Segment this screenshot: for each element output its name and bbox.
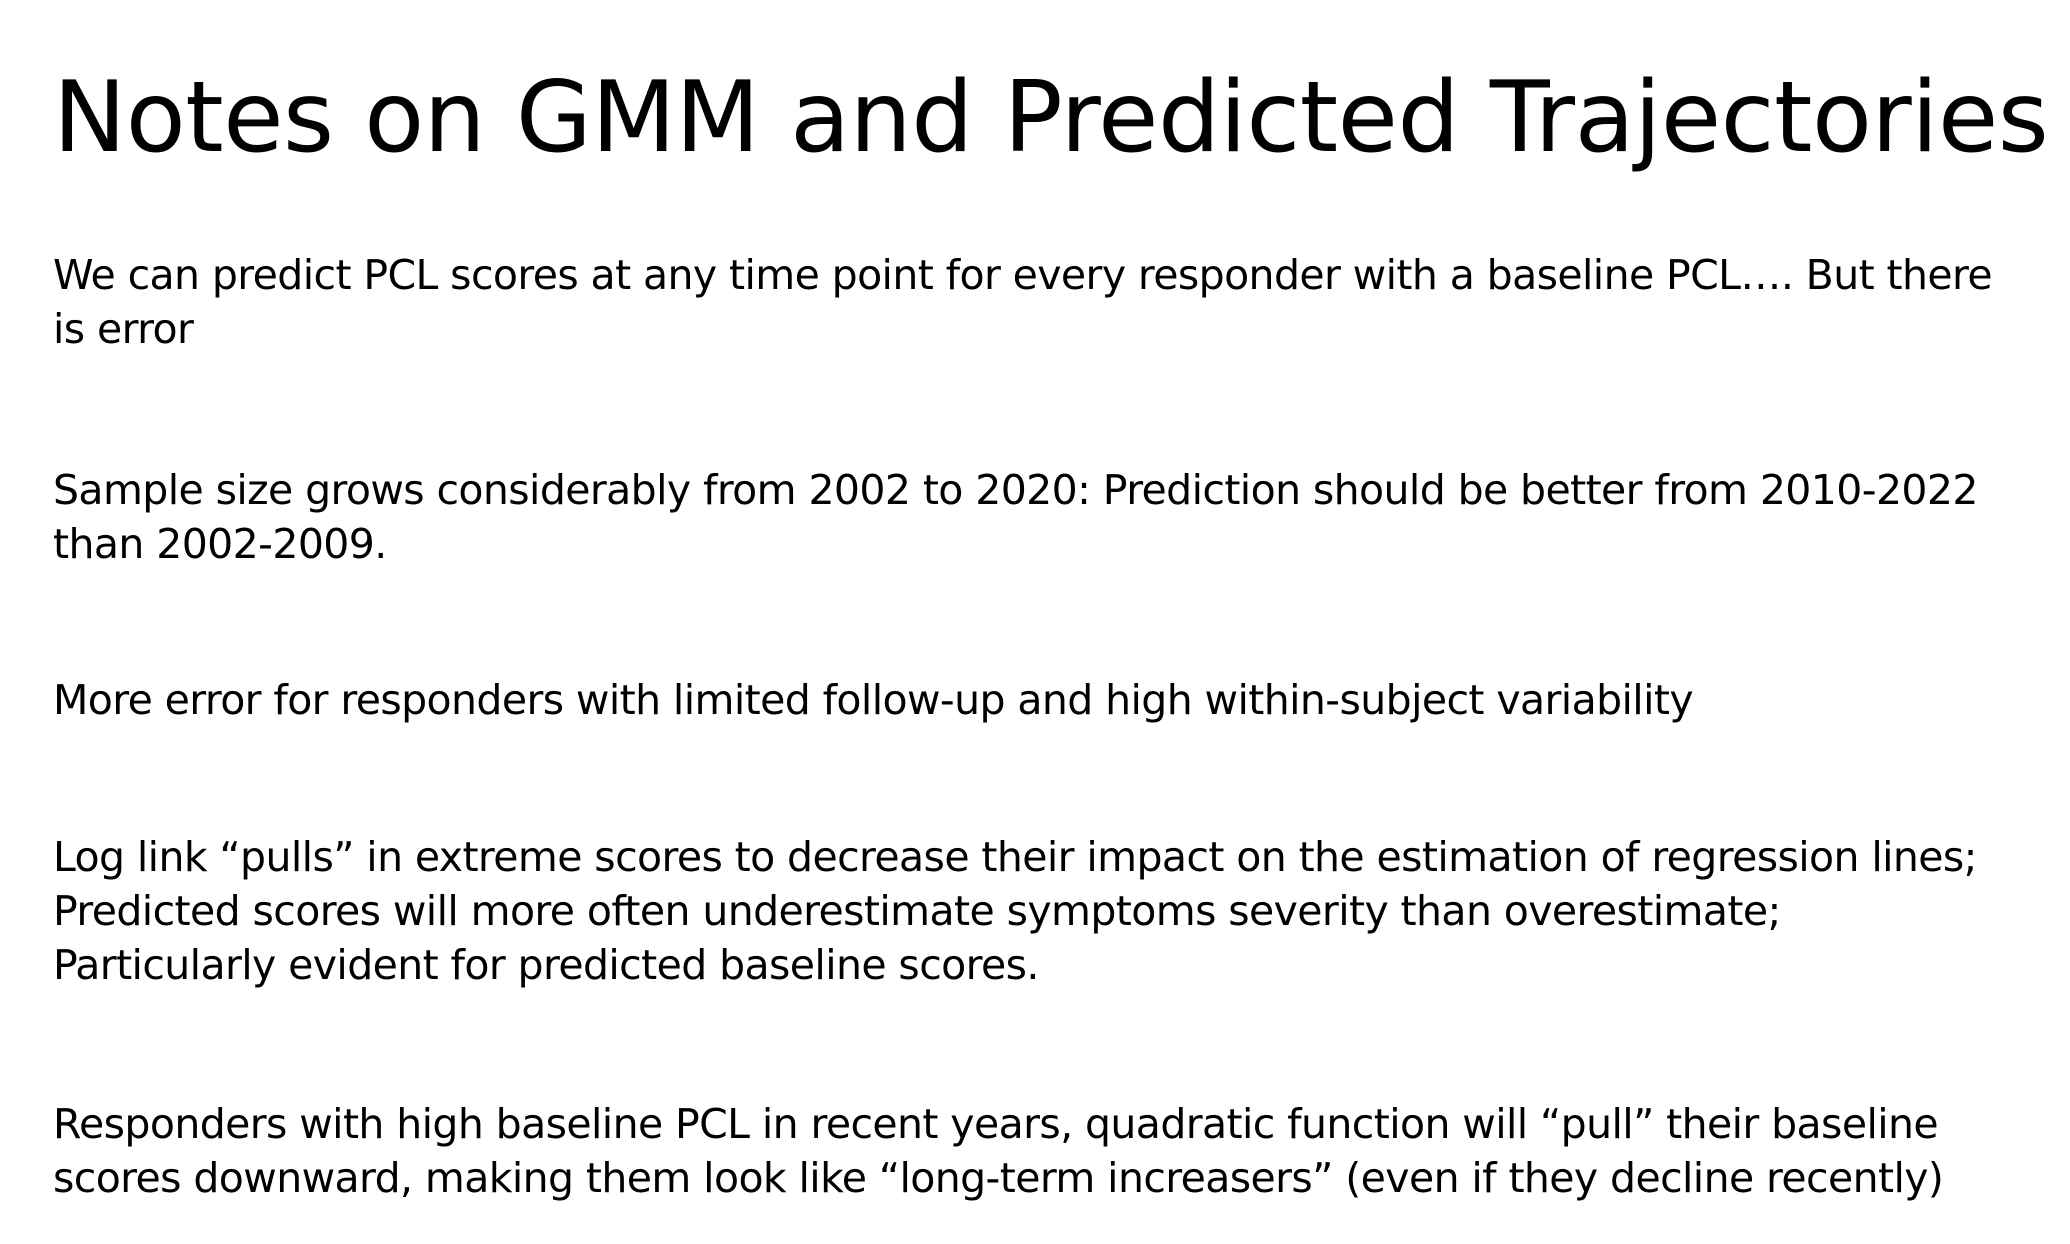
note-paragraph: We can predict PCL scores at any time po… [53, 248, 2043, 356]
note-line: Predicted scores will more often underes… [53, 887, 1781, 935]
note-line: Responders with high baseline PCL in rec… [53, 1100, 1939, 1148]
note-line: than 2002-2009. [53, 520, 387, 568]
note-line: Particularly evident for predicted basel… [53, 941, 1039, 989]
note-line: We can predict PCL scores at any time po… [53, 251, 1993, 299]
note-line: scores downward, making them look like “… [53, 1154, 1944, 1202]
note-paragraph: More error for responders with limited f… [53, 673, 2043, 727]
slide-title: Notes on GMM and Predicted Trajectories [53, 61, 2049, 175]
note-line: Sample size grows considerably from 2002… [53, 466, 1979, 514]
note-paragraph: Log link “pulls” in extreme scores to de… [53, 830, 2043, 992]
note-line: More error for responders with limited f… [53, 676, 1694, 724]
note-paragraph: Sample size grows considerably from 2002… [53, 463, 2043, 571]
note-line: Log link “pulls” in extreme scores to de… [53, 833, 1978, 881]
note-paragraph: Responders with high baseline PCL in rec… [53, 1097, 2043, 1205]
note-line: is error [53, 305, 194, 353]
